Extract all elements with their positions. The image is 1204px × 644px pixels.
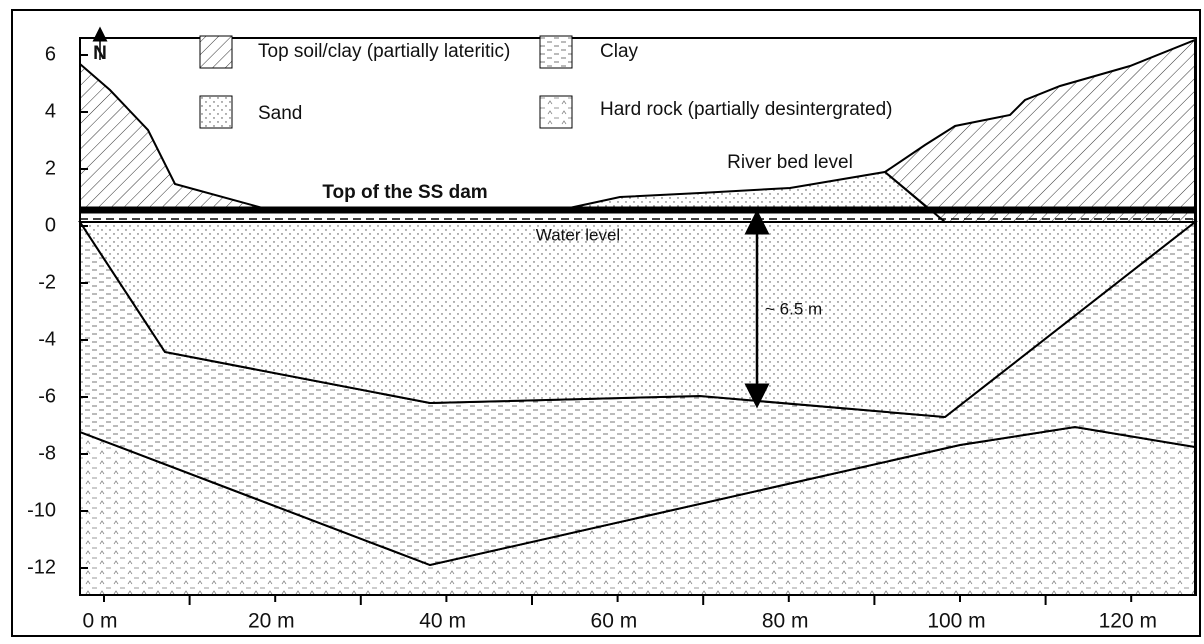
x-tick-label: 60 m <box>591 610 638 633</box>
x-tick-label: 40 m <box>419 610 466 633</box>
x-tick-label: 80 m <box>762 610 809 633</box>
y-tick-label: -2 <box>38 271 56 293</box>
x-tick-label: 0 m <box>82 610 117 633</box>
water-label: Water level <box>536 225 620 244</box>
legend-swatch <box>539 95 573 129</box>
legend-swatch <box>199 95 233 129</box>
legend-label: Sand <box>258 103 302 124</box>
y-tick-label: 0 <box>45 214 56 236</box>
y-tick-label: 2 <box>45 157 56 179</box>
y-tick-label: -6 <box>38 385 56 407</box>
x-tick-label: 20 m <box>248 610 295 633</box>
layers <box>78 38 1198 596</box>
y-tick-label: -12 <box>27 556 56 578</box>
y-tick-label: -10 <box>27 499 56 521</box>
y-tick-label: 6 <box>45 43 56 65</box>
x-tick-label: 120 m <box>1099 610 1157 633</box>
north-label: N <box>93 43 107 64</box>
outer-frame <box>11 9 1201 637</box>
legend-swatch <box>539 35 573 69</box>
north-arrow: N <box>92 26 108 64</box>
y-tick-label: -8 <box>38 442 56 464</box>
legend-label: Clay <box>600 41 639 62</box>
river-label: River bed level <box>727 152 853 173</box>
y-tick-label: 4 <box>45 100 56 122</box>
depth-label: ~ 6.5 m <box>765 299 822 318</box>
y-tick-label: -4 <box>38 328 56 350</box>
dam-label: Top of the SS dam <box>322 182 487 203</box>
legend-label: Top soil/clay (partially lateritic) <box>258 41 510 62</box>
legend-label: Hard rock (partially desintergrated) <box>600 99 893 120</box>
legend-swatch <box>199 35 233 69</box>
plot-frame <box>79 37 1197 596</box>
x-tick-label: 100 m <box>927 610 985 633</box>
topsoil-right <box>883 38 1196 223</box>
